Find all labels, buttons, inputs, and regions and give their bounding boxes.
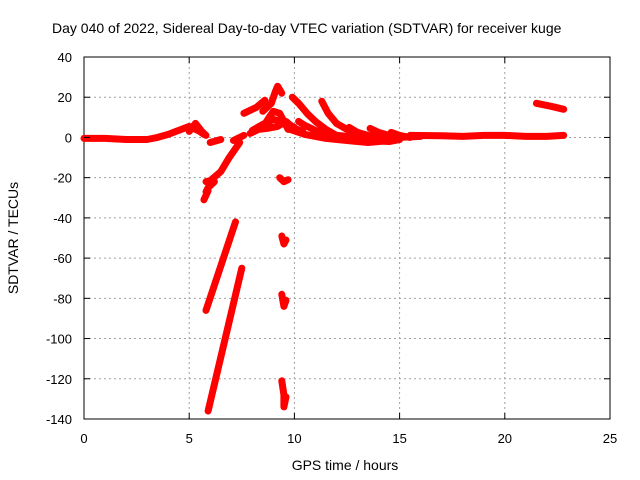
tick-layer: 0 5 10 15 20 25 40 20 0 -20 -40 -60 -80 -100 -120 -140 bbox=[46, 50, 617, 446]
y-tick-label: -120 bbox=[46, 372, 72, 387]
series-line-segment-l bbox=[229, 131, 248, 144]
series-line-decay-v bbox=[345, 123, 383, 141]
y-tick-label: -40 bbox=[53, 211, 72, 226]
chart-title: Day 040 of 2022, Sidereal Day-to-day VTE… bbox=[52, 20, 562, 36]
y-tick-label: -100 bbox=[46, 332, 72, 347]
x-tick-label: 25 bbox=[603, 431, 617, 446]
series-line-segment-aa bbox=[532, 99, 568, 113]
grid-layer bbox=[84, 57, 610, 419]
series-line-dip-q bbox=[278, 290, 290, 310]
series-line-drop-c bbox=[206, 136, 225, 146]
series-line-dip-r bbox=[278, 377, 290, 411]
y-tick-label: 20 bbox=[58, 90, 72, 105]
series-line-steep-h bbox=[204, 264, 246, 415]
y-tick-label: -60 bbox=[53, 251, 72, 266]
series-line-peak-m bbox=[259, 82, 286, 115]
y-tick-label: 0 bbox=[65, 130, 72, 145]
series-line-peak-n bbox=[240, 96, 269, 117]
plot-frame bbox=[83, 56, 611, 420]
y-tick-label: -140 bbox=[46, 412, 72, 427]
series-layer bbox=[80, 82, 568, 415]
x-tick-label: 10 bbox=[287, 431, 301, 446]
series-line-descent-d bbox=[202, 139, 244, 186]
y-axis-label: SDTVAR / TECUs bbox=[5, 182, 21, 294]
series-line-segment-f bbox=[200, 187, 212, 204]
y-tick-label: 40 bbox=[58, 50, 72, 65]
series-line-arc-b bbox=[185, 119, 210, 139]
series-line-decay-x bbox=[387, 128, 414, 141]
x-tick-label: 15 bbox=[392, 431, 406, 446]
x-tick-label: 5 bbox=[186, 431, 193, 446]
series-line-baseline-a bbox=[80, 122, 208, 143]
series-line-dip-p bbox=[278, 232, 290, 248]
series-line-baseline-z bbox=[406, 131, 568, 140]
series-line-dip-o bbox=[276, 174, 292, 186]
y-tick-label: -80 bbox=[53, 291, 72, 306]
x-tick-label: 0 bbox=[80, 431, 87, 446]
x-axis-label: GPS time / hours bbox=[292, 457, 399, 473]
series-line-tail-y bbox=[286, 125, 393, 146]
series-line-steep-g bbox=[202, 218, 239, 314]
x-tick-label: 20 bbox=[498, 431, 512, 446]
y-tick-label: -20 bbox=[53, 171, 72, 186]
